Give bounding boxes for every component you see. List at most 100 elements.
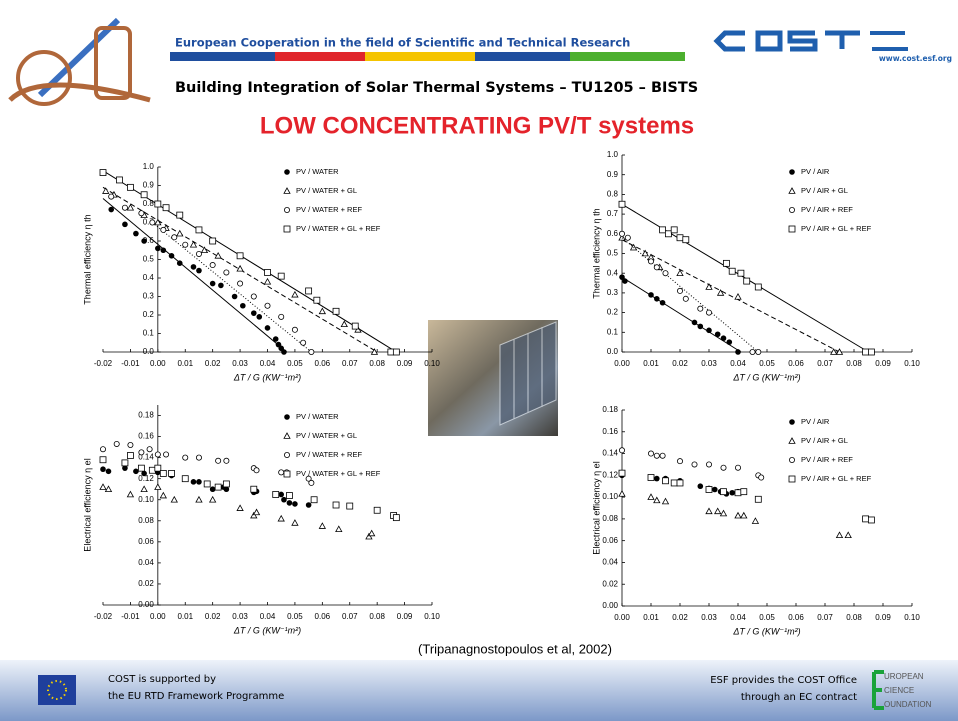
point xyxy=(264,325,271,331)
point xyxy=(619,447,626,454)
point xyxy=(868,516,875,524)
point xyxy=(365,532,373,540)
point xyxy=(250,310,257,316)
y-tick-label: 0.1 xyxy=(143,329,155,338)
y-tick-label: 0.4 xyxy=(143,273,155,282)
legend-marker xyxy=(283,225,291,233)
point xyxy=(127,452,134,459)
point xyxy=(735,464,742,471)
x-tick-label: 0.08 xyxy=(369,612,385,621)
x-tick-label: 0.01 xyxy=(643,359,659,368)
point xyxy=(618,469,626,477)
point xyxy=(281,496,287,503)
point xyxy=(236,504,244,511)
point xyxy=(662,477,669,485)
point xyxy=(189,240,198,248)
y-tick-label: 0.4 xyxy=(607,268,619,277)
point xyxy=(737,269,745,277)
point xyxy=(196,479,202,485)
point xyxy=(190,264,197,270)
point xyxy=(659,452,666,459)
point xyxy=(140,485,148,493)
point xyxy=(653,496,661,504)
point xyxy=(754,495,762,503)
y-tick-label: 0.5 xyxy=(607,249,619,258)
y-tick-label: 0.7 xyxy=(607,209,619,218)
y-tick-label: 0.00 xyxy=(138,600,154,609)
x-tick-label: 0.07 xyxy=(342,612,358,621)
legend-marker xyxy=(283,451,290,458)
x-tick-label: 0.04 xyxy=(730,359,746,368)
point xyxy=(278,313,285,320)
point xyxy=(222,480,230,488)
y-tick-label: 0.08 xyxy=(602,514,618,523)
point xyxy=(108,193,115,200)
legend-label: PV / AIR + GL xyxy=(801,186,848,195)
point xyxy=(308,479,315,486)
point xyxy=(734,511,742,519)
point xyxy=(755,348,762,355)
point xyxy=(654,475,660,482)
legend-label: PV / AIR xyxy=(801,417,830,426)
legend-label: PV / AIR + GL + REF xyxy=(801,224,872,233)
y-tick-label: 0.2 xyxy=(607,308,619,317)
x-tick-label: 0.00 xyxy=(614,613,630,622)
point xyxy=(308,348,315,355)
legend-label: PV / WATER xyxy=(296,412,339,421)
point xyxy=(714,507,722,515)
x-tick-label: 0.07 xyxy=(342,359,358,368)
legend-marker xyxy=(788,475,796,483)
point xyxy=(133,468,139,475)
footer-right-2: through an EC contract xyxy=(741,692,857,703)
point xyxy=(195,454,202,461)
point xyxy=(648,450,655,457)
y-tick-label: 0.04 xyxy=(138,558,154,567)
x-tick-label: -0.02 xyxy=(94,612,113,621)
point xyxy=(168,470,175,477)
y-tick-label: 0.6 xyxy=(143,236,155,245)
y-tick-label: 0.12 xyxy=(602,470,618,479)
x-tick-label: 0.03 xyxy=(232,359,248,368)
legend-label: PV / WATER + GL xyxy=(296,431,357,440)
y-tick-label: 0.00 xyxy=(602,601,618,610)
photo-panels xyxy=(499,321,557,426)
y-tick-label: 1.0 xyxy=(607,150,619,159)
point xyxy=(310,496,318,504)
point xyxy=(272,491,280,498)
y-tick-label: 0.16 xyxy=(602,427,618,436)
x-tick-label: 0.09 xyxy=(875,613,891,622)
legend-label: PV / AIR + GL + REF xyxy=(801,474,872,483)
point xyxy=(264,302,271,309)
bists-logo xyxy=(8,17,151,106)
point xyxy=(676,479,684,487)
point xyxy=(720,488,727,496)
x-tick-label: 0.06 xyxy=(788,613,804,622)
point xyxy=(181,475,189,483)
point xyxy=(670,479,678,487)
point xyxy=(835,348,844,355)
org-text: European Cooperation in the field of Sci… xyxy=(175,36,630,50)
point xyxy=(170,495,178,503)
point xyxy=(159,491,167,499)
point xyxy=(99,169,107,176)
point xyxy=(127,183,134,191)
x-tick-label: 0.08 xyxy=(369,359,385,368)
point xyxy=(305,502,312,508)
y-tick-label: 0.0 xyxy=(607,347,619,356)
x-tick-label: 0.08 xyxy=(846,359,862,368)
point xyxy=(264,269,271,276)
point xyxy=(240,302,246,309)
y-tick-label: 0.18 xyxy=(602,405,618,414)
point xyxy=(368,529,376,537)
y-tick-label: 0.06 xyxy=(602,536,618,545)
point xyxy=(373,506,381,514)
point xyxy=(659,299,666,306)
legend-marker xyxy=(284,169,290,175)
point xyxy=(735,349,741,355)
point xyxy=(661,497,670,505)
y-tick-label: 0.6 xyxy=(607,229,619,238)
point xyxy=(200,246,209,254)
url: www.cost.esf.org xyxy=(879,54,952,63)
x-tick-label: 0.03 xyxy=(701,613,717,622)
point xyxy=(705,486,713,493)
